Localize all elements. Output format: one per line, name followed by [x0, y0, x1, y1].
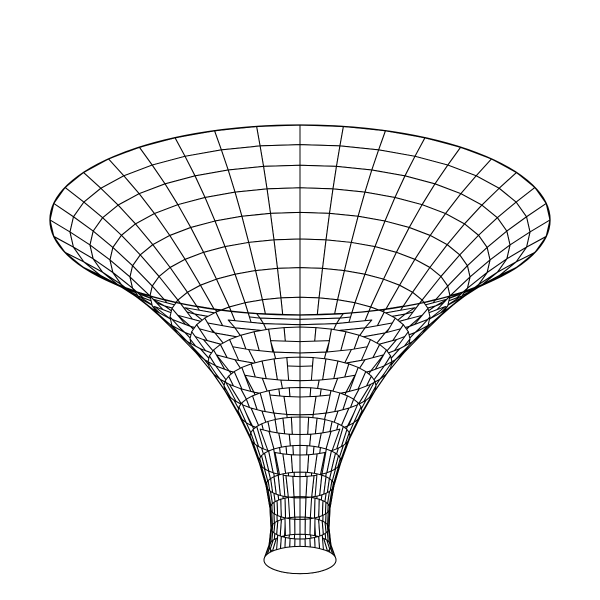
mesh-quads: [50, 125, 550, 574]
wormhole-wireframe: [0, 0, 600, 600]
bottom-rim-ellipse: [264, 546, 336, 573]
